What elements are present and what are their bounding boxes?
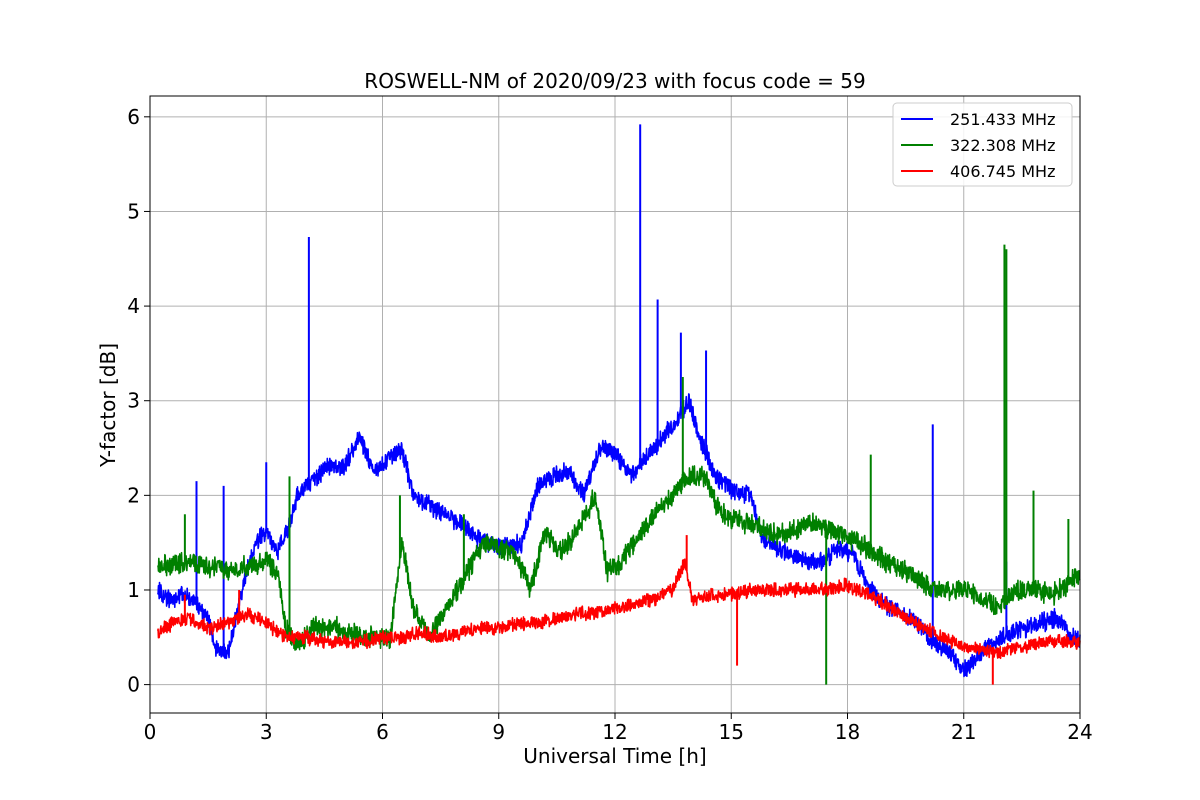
x-tick-label: 0 (144, 720, 157, 744)
series-group (156, 535, 1081, 685)
legend-label: 322.308 MHz (950, 136, 1055, 155)
legend-box (892, 102, 1073, 187)
x-tick-label: 15 (719, 720, 744, 744)
x-tick-label: 24 (1067, 720, 1092, 744)
y-tick-label: 1 (127, 578, 140, 602)
y-axis-label: Y-factor [dB] (96, 343, 120, 468)
legend-label: 406.745 MHz (950, 162, 1055, 181)
y-tick-label: 5 (127, 199, 140, 223)
y-tick-label: 0 (127, 673, 140, 697)
y-tick-label: 6 (127, 105, 140, 129)
x-axis-label: Universal Time [h] (523, 744, 706, 768)
y-tick-label: 2 (127, 483, 140, 507)
series-line (157, 465, 1081, 651)
x-tick-label: 6 (376, 720, 389, 744)
legend: 251.433 MHz 322.308 MHz 406.745 MHz (892, 102, 1073, 187)
x-tick-label: 18 (835, 720, 860, 744)
series-line (156, 558, 1081, 660)
x-tick-label: 12 (602, 720, 627, 744)
series-group (157, 124, 1081, 678)
y-tick-label: 3 (127, 389, 140, 413)
x-tick-label: 3 (260, 720, 273, 744)
legend-label: 251.433 MHz (950, 110, 1055, 129)
chart-title: ROSWELL-NM of 2020/09/23 with focus code… (364, 69, 865, 93)
y-axis: 0 1 2 3 4 5 6 (127, 105, 150, 697)
x-tick-label: 9 (492, 720, 505, 744)
plot-lines (156, 124, 1081, 685)
x-axis: 0 3 6 9 12 15 18 21 24 (144, 713, 1093, 744)
y-tick-label: 4 (127, 294, 140, 318)
x-tick-label: 21 (951, 720, 976, 744)
series-group (157, 244, 1081, 685)
